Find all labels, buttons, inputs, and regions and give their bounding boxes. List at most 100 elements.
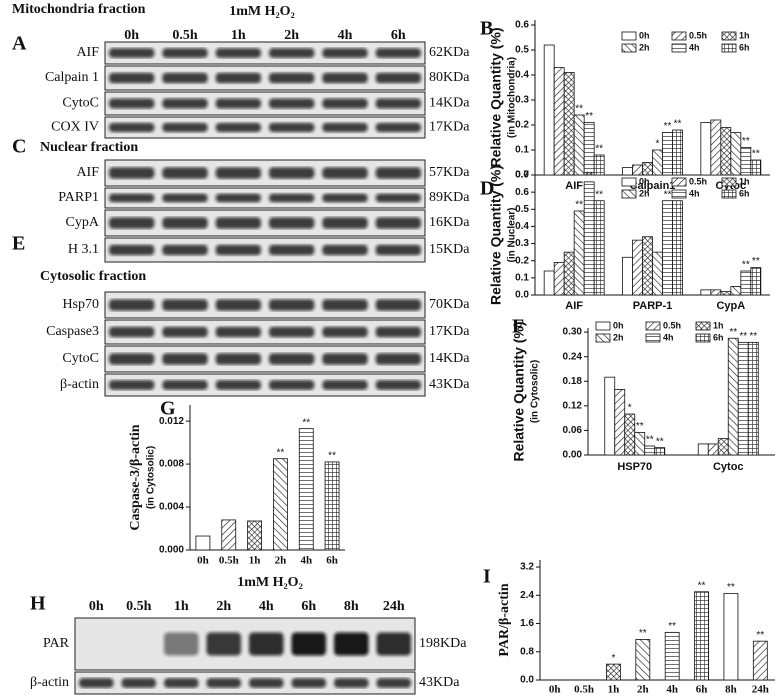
fraction-title: Mitochondria fraction (12, 2, 146, 17)
bar (632, 239, 643, 296)
size-label: 15KDa (429, 242, 470, 257)
y-tick-label: 0.0 (515, 290, 529, 301)
significance: ** (749, 331, 757, 342)
y-tick-label: 0.30 (563, 327, 583, 338)
size-label: 62KDa (429, 45, 470, 60)
size-label: 89KDa (429, 190, 470, 205)
bar (750, 159, 762, 176)
band (79, 678, 114, 688)
y-tick-label: 0.1 (515, 145, 529, 156)
band (249, 678, 284, 688)
band (162, 326, 208, 338)
band (291, 632, 326, 656)
bar (573, 210, 585, 296)
band (269, 122, 315, 133)
bar (642, 162, 653, 176)
lane-label: 6h (391, 28, 406, 43)
band (291, 678, 326, 688)
band (162, 299, 208, 311)
legend-label: 6h (739, 188, 750, 198)
protein-label: H 3.1 (68, 242, 99, 257)
legend-swatch (721, 189, 737, 199)
legend-swatch (695, 321, 711, 331)
size-label: 80KDa (429, 70, 470, 85)
legend-label: 0.5h (663, 320, 681, 330)
significance: ** (328, 451, 336, 462)
y-tick-label: 0.00 (563, 450, 583, 461)
size-label: 16KDa (429, 215, 470, 230)
band (334, 678, 369, 688)
significance: ** (636, 421, 644, 432)
protein-label: CytoC (62, 351, 99, 366)
band (109, 217, 155, 229)
band (269, 244, 315, 256)
protein-label: AIF (76, 165, 99, 180)
protein-label: Hsp70 (62, 297, 99, 312)
band (375, 122, 421, 133)
y-tick-label: 0.3 (515, 95, 529, 106)
lane-label: 4h (259, 599, 274, 614)
band (375, 193, 421, 203)
legend-swatch (621, 43, 637, 53)
band (162, 48, 208, 58)
y-tick-label: 0.8 (520, 646, 534, 657)
significance: ** (756, 630, 764, 641)
fraction-title: Cytosolic fraction (40, 269, 146, 284)
blot-strip (74, 671, 416, 695)
blot-strip (104, 187, 426, 209)
bar (221, 519, 237, 551)
blot-strip (104, 373, 426, 397)
band (162, 167, 208, 179)
bar (624, 413, 636, 456)
band (162, 122, 208, 133)
x-tick-label: 6h (696, 684, 708, 696)
band (322, 98, 368, 109)
significance: ** (698, 580, 706, 591)
band (162, 217, 208, 229)
bar (632, 164, 643, 176)
x-tick-label: 2h (275, 555, 287, 567)
bar (563, 251, 575, 296)
x-tick-label: CypA (716, 300, 745, 312)
legend-label: 0.5h (689, 30, 707, 40)
bar (694, 591, 709, 681)
band (269, 193, 315, 203)
panel-letter: C (12, 136, 26, 158)
band (215, 217, 261, 229)
bar (707, 443, 719, 456)
x-tick-label: 0.5h (574, 684, 594, 696)
bar (604, 376, 616, 456)
band (269, 48, 315, 58)
bar (543, 44, 555, 176)
band (376, 632, 411, 656)
y-tick-label: 0.5 (515, 204, 529, 215)
legend-swatch (645, 321, 661, 331)
significance: ** (742, 136, 750, 147)
band (375, 98, 421, 109)
bar (672, 129, 683, 176)
band (109, 380, 155, 390)
band (215, 167, 261, 179)
band (269, 380, 315, 390)
bar (247, 520, 262, 551)
bar (720, 291, 732, 296)
y-tick-label: 0.6 (515, 20, 529, 31)
band (162, 193, 208, 203)
significance: ** (595, 144, 603, 155)
significance: ** (727, 582, 735, 593)
blot-strip (104, 91, 426, 116)
bar (747, 341, 759, 456)
blot-strip (104, 159, 426, 187)
significance: ** (742, 260, 750, 271)
band (322, 353, 368, 365)
protein-label: CypA (66, 215, 100, 230)
band (215, 326, 261, 338)
x-tick-label: Cytoc (713, 461, 744, 473)
y-tick-label: 0.24 (563, 351, 583, 362)
x-tick-label: 2h (637, 684, 649, 696)
bar (606, 663, 621, 681)
band (215, 353, 261, 365)
blot-strip (104, 41, 426, 65)
bar (642, 236, 653, 296)
band (164, 632, 199, 656)
